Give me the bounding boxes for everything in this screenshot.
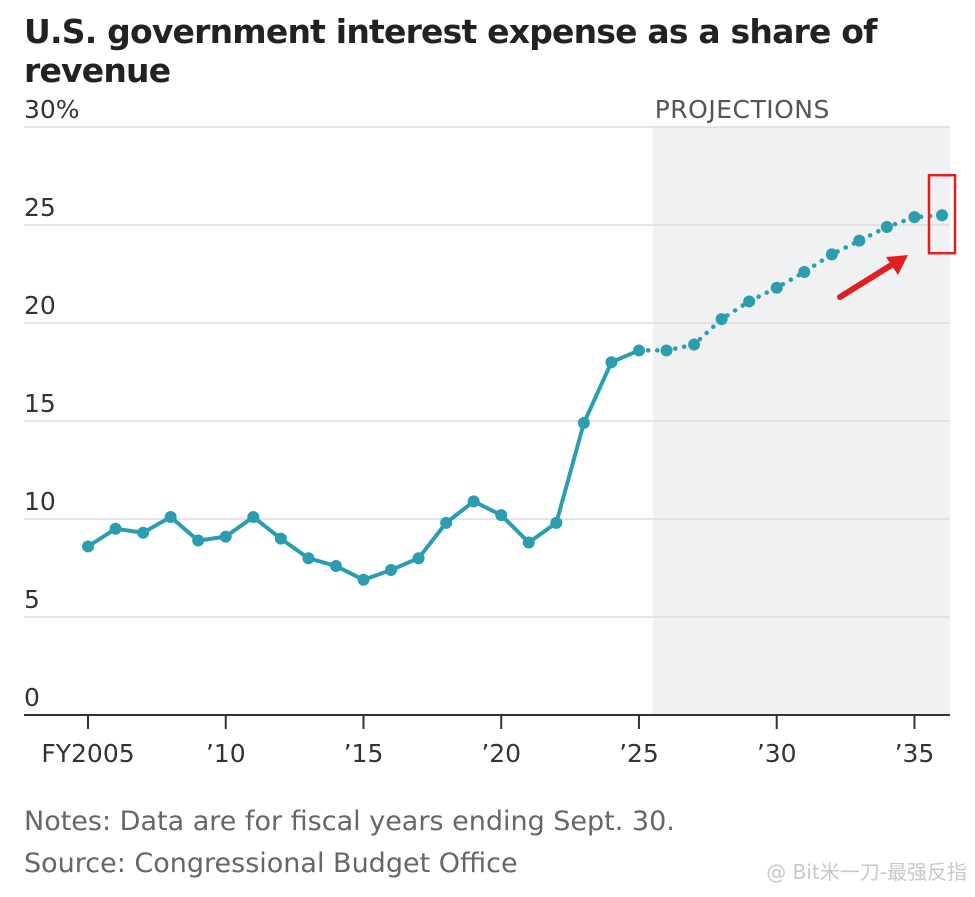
actual-data-point	[164, 511, 177, 524]
chart-source: Source: Congressional Budget Office	[24, 848, 518, 879]
actual-data-point	[440, 516, 453, 529]
x-tick-label: FY2005	[41, 739, 134, 768]
actual-data-point	[137, 526, 150, 539]
projected-data-point	[825, 248, 838, 261]
projected-data-point	[936, 209, 948, 222]
actual-data-point	[495, 509, 508, 522]
projected-data-point	[743, 295, 756, 308]
y-tick-label: 0	[24, 683, 40, 712]
y-tick-label: 5	[24, 585, 40, 614]
projected-data-point	[880, 220, 893, 233]
actual-data-point	[550, 516, 563, 529]
actual-data-point	[467, 495, 480, 508]
actual-data-point	[385, 563, 398, 576]
y-tick-label: 30%	[24, 95, 80, 124]
actual-data-point	[302, 552, 315, 565]
projected-data-point	[715, 313, 728, 326]
actual-data-point	[274, 532, 287, 545]
chart-notes: Notes: Data are for fiscal years ending …	[24, 806, 675, 837]
projected-data-point	[770, 281, 783, 294]
highlight-box	[927, 173, 957, 255]
y-tick-label: 20	[24, 291, 56, 320]
y-tick-label: 10	[24, 487, 56, 516]
projected-data-point	[798, 266, 811, 279]
projected-series-line	[636, 212, 945, 353]
y-tick-label: 15	[24, 389, 56, 418]
chart-title: U.S. government interest expense as a sh…	[24, 12, 878, 90]
actual-data-point	[605, 356, 618, 369]
projected-data-point	[688, 338, 701, 351]
projection-label: PROJECTIONS	[655, 95, 830, 124]
x-tick-label: ’20	[481, 739, 521, 768]
actual-data-point	[219, 530, 232, 543]
x-tick-label: ’30	[757, 739, 797, 768]
actual-data-point	[109, 522, 122, 535]
actual-data-point	[82, 540, 94, 553]
actual-data-point	[357, 573, 370, 586]
actual-data-point	[522, 536, 535, 549]
actual-series-line	[86, 348, 641, 582]
arrow-head	[886, 255, 908, 275]
y-tick-label: 25	[24, 193, 56, 222]
projected-data-point	[853, 234, 866, 247]
projected-data-point	[908, 211, 921, 224]
line-chart: PROJECTIONS 0 5 10 15 20 25 30% FY2005 ’10 ’15 ’20 ’…	[24, 95, 957, 768]
x-tick-label: ’10	[206, 739, 246, 768]
x-tick-label: ’25	[619, 739, 659, 768]
actual-data-point	[247, 511, 260, 524]
actual-data-point	[412, 552, 425, 565]
actual-data-point	[329, 560, 342, 573]
watermark: @ Bit米一刀-最强反指	[766, 860, 967, 884]
actual-data-point	[577, 416, 590, 429]
x-tick-label: ’35	[895, 739, 935, 768]
projected-data-point	[660, 344, 673, 357]
x-tick-label: ’15	[344, 739, 384, 768]
arrow-shaft	[837, 258, 901, 300]
actual-data-point	[192, 534, 205, 547]
